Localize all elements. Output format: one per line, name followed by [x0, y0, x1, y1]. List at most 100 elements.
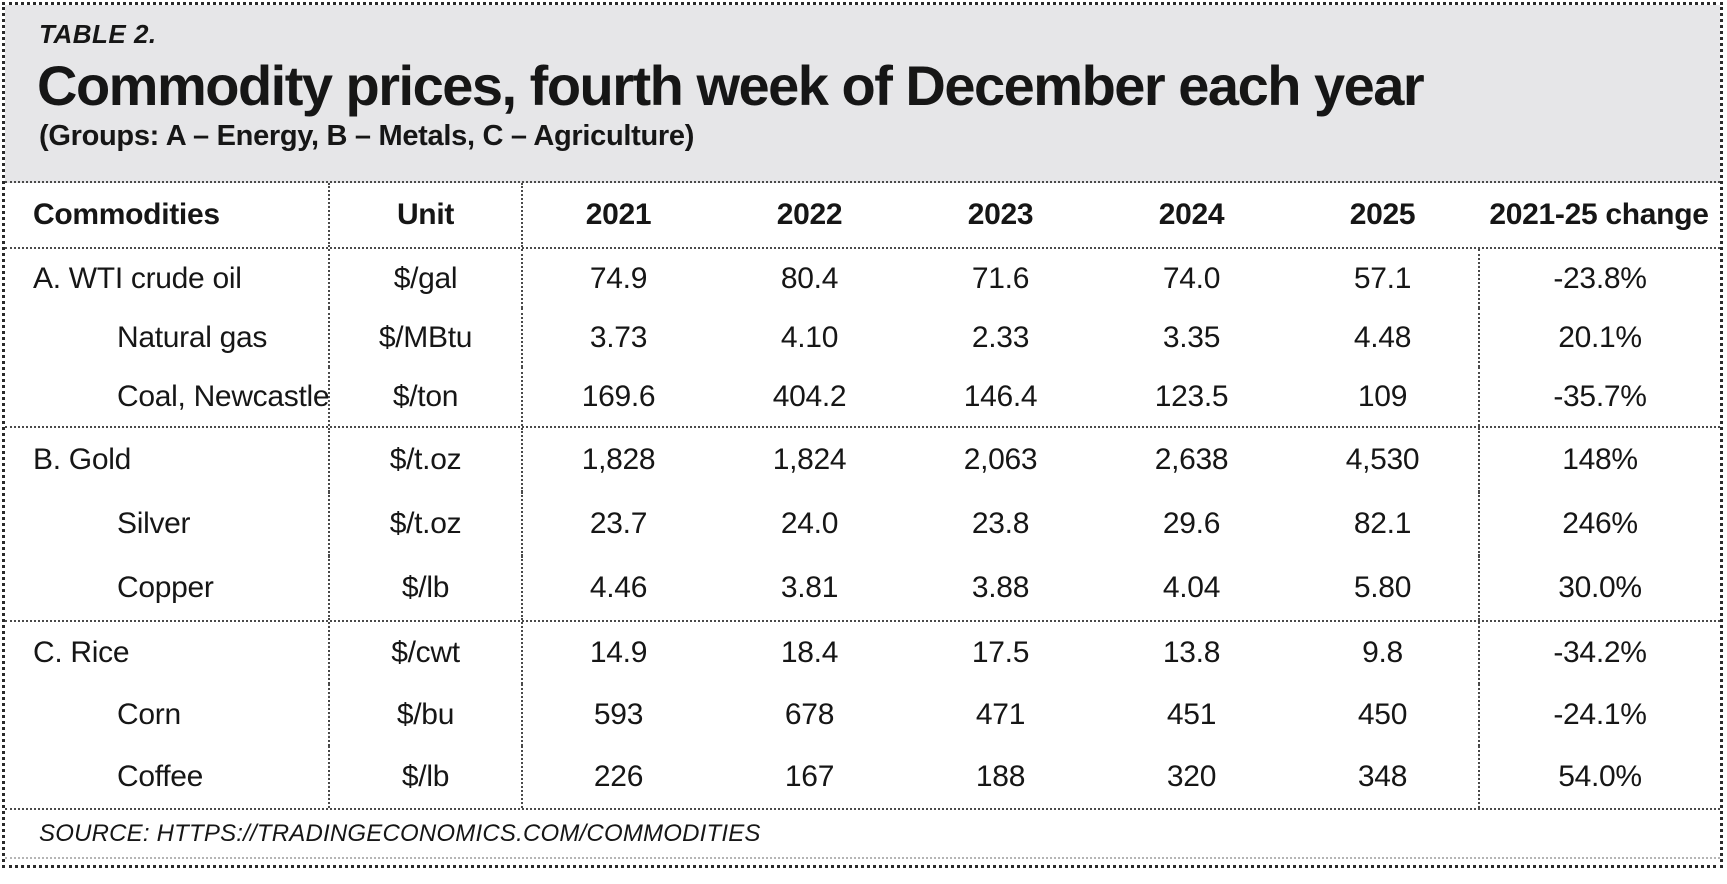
- table-row-copper: Copper $/lb 4.46 3.81 3.88 4.04 5.80 30.…: [5, 556, 1720, 620]
- unit-cell: $/MBtu: [330, 308, 523, 367]
- value-2023: 188: [975, 760, 1026, 793]
- table-row-corn: Corn $/bu 593 678 471 451 450 -24.1%: [5, 684, 1720, 746]
- value-2023: 23.8: [971, 507, 1030, 540]
- value-2023: 2.33: [971, 320, 1030, 354]
- value-2024: 2,638: [1154, 443, 1229, 476]
- value-2025: 450: [1357, 698, 1408, 731]
- value-2024: 320: [1166, 760, 1217, 793]
- change-cell: -23.8%: [1478, 249, 1720, 308]
- change-cell: -34.2%: [1478, 622, 1720, 684]
- commodity-name: Coffee: [5, 746, 330, 808]
- change-cell: 30.0%: [1478, 556, 1720, 620]
- value-2023: 3.88: [971, 571, 1030, 604]
- commodity-name: Coal, Newcastle: [5, 367, 330, 426]
- table-row-wti-crude-oil: A. WTI crude oil $/gal 74.9 80.4 71.6 74…: [5, 249, 1720, 308]
- value-2025: 109: [1357, 379, 1408, 413]
- table-row-natural-gas: Natural gas $/MBtu 3.73 4.10 2.33 3.35 4…: [5, 308, 1720, 367]
- value-2025: 4.48: [1353, 320, 1412, 354]
- column-header-unit: Unit: [330, 183, 523, 247]
- change-cell: 148%: [1478, 428, 1720, 492]
- table-row-coal-newcastle: Coal, Newcastle $/ton 169.6 404.2 146.4 …: [5, 367, 1720, 426]
- value-2021: 1,828: [581, 443, 656, 476]
- value-2022: 1,824: [772, 443, 847, 476]
- value-2024: 3.35: [1162, 320, 1221, 354]
- change-cell: 246%: [1478, 492, 1720, 556]
- page-title: Commodity prices, fourth week of Decembe…: [37, 54, 1425, 117]
- value-2022: 678: [784, 698, 835, 731]
- table-header-row: Commodities Unit 2021 2022 2023 2024 202…: [5, 183, 1720, 249]
- commodity-name: Silver: [5, 492, 330, 556]
- value-2024: 13.8: [1162, 636, 1221, 669]
- value-2022: 167: [784, 760, 835, 793]
- value-2025: 57.1: [1353, 261, 1412, 295]
- commodity-name: B. Gold: [5, 428, 330, 492]
- value-2023: 17.5: [971, 636, 1030, 669]
- unit-cell: $/lb: [330, 556, 523, 620]
- value-2023: 71.6: [971, 261, 1030, 295]
- masthead: TABLE 2. Commodity prices, fourth week o…: [5, 5, 1720, 183]
- table-label: TABLE 2.: [39, 19, 157, 49]
- value-2025: 4,530: [1345, 443, 1420, 476]
- table-row-silver: Silver $/t.oz 23.7 24.0 23.8 29.6 82.1 2…: [5, 492, 1720, 556]
- value-2022: 18.4: [780, 636, 839, 669]
- unit-cell: $/gal: [330, 249, 523, 308]
- unit-cell: $/t.oz: [330, 492, 523, 556]
- value-2021: 3.73: [589, 320, 648, 354]
- value-2022: 24.0: [780, 507, 839, 540]
- value-2023: 471: [975, 698, 1026, 731]
- unit-cell: $/bu: [330, 684, 523, 746]
- column-header-2023: 2023: [967, 198, 1034, 231]
- group-agriculture: C. Rice $/cwt 14.9 18.4 17.5 13.8 9.8 -3…: [5, 622, 1720, 810]
- unit-cell: $/cwt: [330, 622, 523, 684]
- value-2021: 23.7: [589, 507, 648, 540]
- value-2021: 14.9: [589, 636, 648, 669]
- value-2024: 123.5: [1154, 379, 1229, 413]
- subtitle-groups-legend: (Groups: A – Energy, B – Metals, C – Agr…: [39, 120, 695, 153]
- value-2023: 2,063: [963, 443, 1038, 476]
- value-2021: 74.9: [589, 261, 648, 295]
- table-row-rice: C. Rice $/cwt 14.9 18.4 17.5 13.8 9.8 -3…: [5, 622, 1720, 684]
- value-2024: 74.0: [1162, 261, 1221, 295]
- column-header-2025: 2025: [1349, 198, 1416, 231]
- value-2021: 4.46: [589, 571, 648, 604]
- unit-cell: $/ton: [330, 367, 523, 426]
- value-2021: 226: [593, 760, 644, 793]
- table-row-gold: B. Gold $/t.oz 1,828 1,824 2,063 2,638 4…: [5, 428, 1720, 492]
- change-cell: 20.1%: [1478, 308, 1720, 367]
- column-header-2024: 2024: [1158, 198, 1225, 231]
- column-header-commodities: Commodities: [5, 183, 330, 247]
- table-panel: TABLE 2. Commodity prices, fourth week o…: [2, 2, 1723, 868]
- value-2022: 80.4: [780, 261, 839, 295]
- value-2021: 169.6: [581, 379, 656, 413]
- table-row-coffee: Coffee $/lb 226 167 188 320 348 54.0%: [5, 746, 1720, 808]
- value-2024: 29.6: [1162, 507, 1221, 540]
- commodity-name: Corn: [5, 684, 330, 746]
- value-2025: 82.1: [1353, 507, 1412, 540]
- value-2025: 9.8: [1362, 636, 1403, 669]
- unit-cell: $/t.oz: [330, 428, 523, 492]
- group-metals: B. Gold $/t.oz 1,828 1,824 2,063 2,638 4…: [5, 428, 1720, 622]
- value-2021: 593: [593, 698, 644, 731]
- unit-cell: $/lb: [330, 746, 523, 808]
- change-cell: 54.0%: [1478, 746, 1720, 808]
- value-2022: 404.2: [772, 379, 847, 413]
- commodity-name: Copper: [5, 556, 330, 620]
- value-2025: 5.80: [1353, 571, 1412, 604]
- group-energy: A. WTI crude oil $/gal 74.9 80.4 71.6 74…: [5, 249, 1720, 428]
- column-header-2022: 2022: [776, 198, 843, 231]
- commodity-name: C. Rice: [5, 622, 330, 684]
- column-header-2021: 2021: [585, 198, 652, 231]
- commodity-name: A. WTI crude oil: [5, 249, 330, 308]
- value-2023: 146.4: [963, 379, 1038, 413]
- change-cell: -24.1%: [1478, 684, 1720, 746]
- commodity-name: Natural gas: [5, 308, 330, 367]
- value-2025: 348: [1357, 760, 1408, 793]
- value-2024: 4.04: [1162, 571, 1221, 604]
- value-2022: 4.10: [780, 320, 839, 354]
- value-2022: 3.81: [780, 571, 839, 604]
- change-cell: -35.7%: [1478, 367, 1720, 426]
- value-2024: 451: [1166, 698, 1217, 731]
- source-row: SOURCE: HTTPS://TRADINGECONOMICS.COM/COM…: [5, 810, 1720, 859]
- column-header-change: 2021-25 change: [1489, 198, 1709, 231]
